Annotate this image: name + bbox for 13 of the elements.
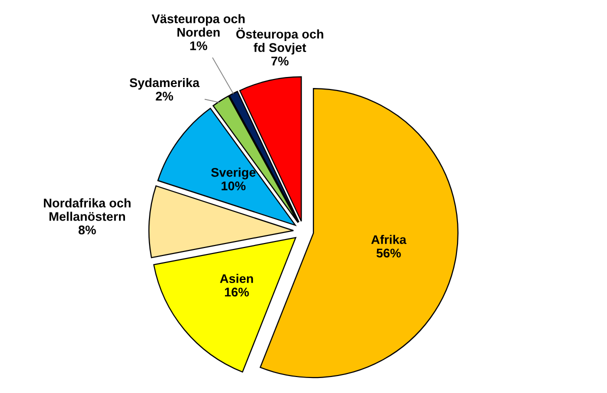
data-label: 16% [224, 288, 249, 297]
data-label: 2% [156, 92, 174, 101]
slice-label: Afrika [371, 234, 406, 244]
data-label: 1% [190, 41, 208, 50]
data-label: 10% [222, 181, 246, 190]
slice-label: Asien [220, 274, 253, 284]
data-label: 7% [271, 56, 289, 66]
data-label: 8% [78, 226, 96, 234]
slice-label: Nordafrika och Mellanöstern [44, 198, 131, 221]
slice-label: Östeuropa och fd Sovjet [236, 28, 324, 55]
slice-label: Sydamerika [130, 78, 200, 90]
slice-label: Sverige [211, 168, 256, 180]
data-label: 56% [376, 248, 401, 258]
